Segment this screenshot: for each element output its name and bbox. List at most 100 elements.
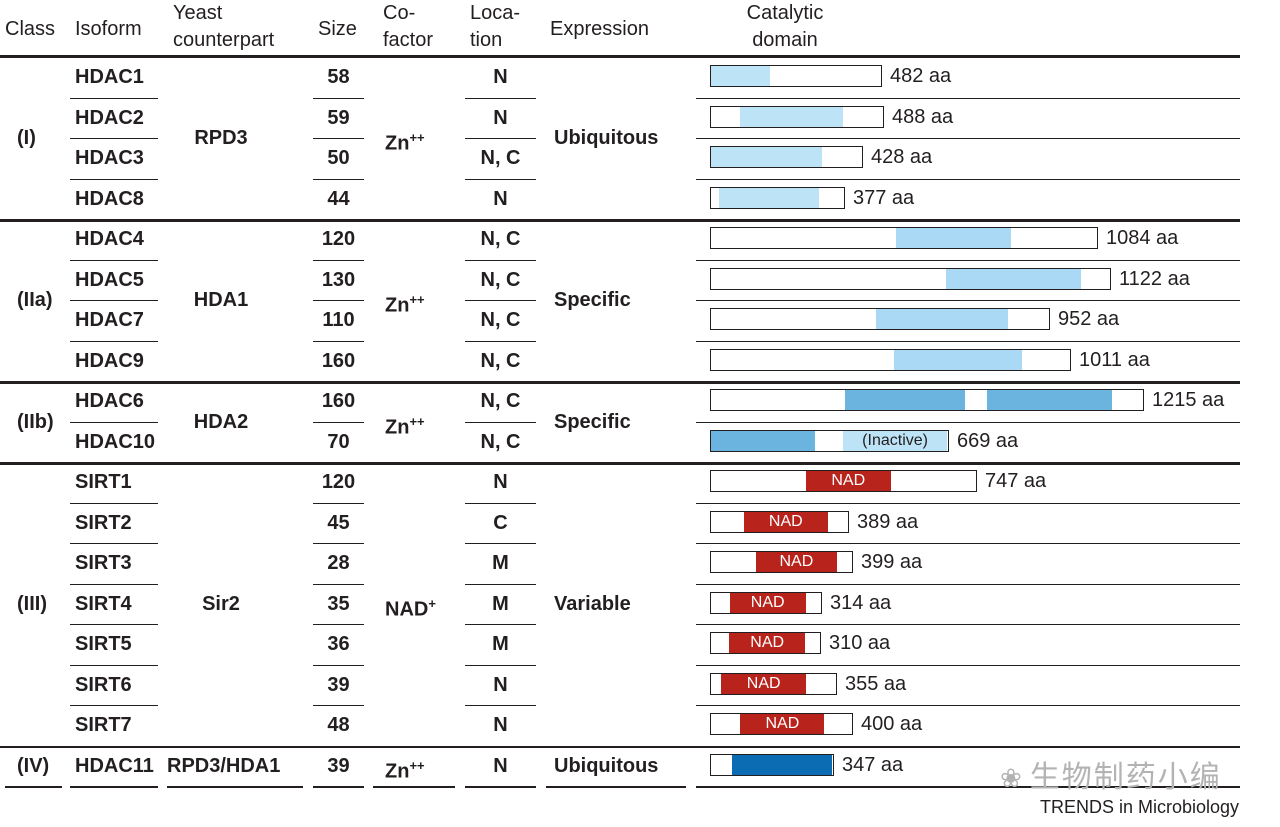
row-rule	[70, 340, 158, 342]
location-value: N, C	[480, 268, 521, 291]
row-rule	[696, 421, 1240, 423]
isoform-label: SIRT7	[75, 714, 132, 736]
row-rule	[313, 178, 364, 180]
expression-label: Specific	[554, 410, 631, 433]
row-rule	[696, 178, 1240, 180]
isoform-label: HDAC1	[75, 66, 144, 88]
row-rule	[696, 543, 1240, 544]
expression-label: Specific	[554, 289, 631, 311]
row-rule	[696, 664, 1240, 666]
size-value: 160	[321, 390, 356, 412]
catalytic-domain-segment	[945, 268, 1082, 289]
group-rule	[0, 219, 1240, 222]
row-rule	[70, 300, 158, 301]
length-label: 1084 aa	[1106, 227, 1179, 249]
catalytic-domain-segment	[986, 390, 1112, 410]
protein-bar	[710, 65, 882, 87]
row-rule	[465, 178, 536, 180]
row-rule	[70, 705, 158, 706]
location-value: N	[493, 187, 508, 210]
cofactor-label: Zn++	[385, 757, 425, 783]
row-rule	[70, 259, 158, 261]
protein-bar	[710, 186, 845, 209]
catalytic-domain-segment	[740, 106, 843, 127]
isoform-label: HDAC11	[75, 754, 154, 777]
size-value: 58	[327, 66, 350, 88]
length-label: 355 aa	[845, 672, 907, 695]
row-rule	[313, 705, 364, 706]
group-rule	[0, 745, 1240, 748]
nad-domain-segment: NAD	[740, 714, 825, 734]
protein-bar	[710, 105, 884, 128]
cofactor-label: Zn++	[385, 292, 425, 317]
size-value: 120	[321, 471, 356, 493]
isoform-label: HDAC5	[75, 268, 144, 291]
location-value: C	[493, 511, 508, 534]
isoform-label: SIRT3	[75, 552, 132, 574]
size-value: 48	[327, 714, 350, 736]
row-rule	[313, 583, 364, 585]
bottom-rule	[5, 786, 62, 788]
header-location: Loca- tion	[470, 2, 521, 51]
size-value: 160	[321, 349, 356, 372]
bottom-rule	[70, 786, 158, 788]
yeast-counterpart: RPD3/HDA1	[167, 754, 281, 777]
row-rule	[313, 543, 364, 544]
location-value: M	[492, 552, 509, 574]
isoform-label: SIRT5	[75, 633, 132, 655]
nad-domain-segment: NAD	[806, 471, 891, 491]
header-catalytic-domain: Catalytic domain	[746, 2, 824, 51]
protein-bar: (Inactive)	[710, 429, 949, 452]
location-value: N, C	[480, 147, 521, 169]
header-expression: Expression	[550, 18, 649, 40]
bottom-rule	[313, 786, 364, 788]
row-rule	[696, 705, 1240, 706]
size-value: 110	[322, 309, 355, 331]
protein-bar: NAD	[710, 591, 822, 614]
cofactor-charge: +	[428, 595, 436, 611]
length-label: 399 aa	[861, 551, 923, 573]
bottom-rule	[546, 786, 686, 788]
catalytic-domain-segment	[876, 309, 1008, 329]
catalytic-domain-segment	[844, 390, 966, 410]
row-rule	[465, 705, 536, 706]
class-label: (I)	[17, 127, 36, 149]
size-value: 59	[327, 106, 350, 129]
row-rule	[465, 300, 536, 301]
isoform-label: SIRT6	[75, 673, 132, 696]
row-rule	[70, 624, 158, 625]
row-rule	[70, 502, 158, 504]
location-value: N	[493, 714, 508, 736]
expression-label: Variable	[554, 592, 631, 615]
row-rule	[313, 138, 364, 139]
header-class: Class	[5, 18, 56, 40]
row-rule	[465, 97, 536, 99]
location-value: N	[493, 471, 508, 493]
isoform-label: HDAC9	[75, 349, 144, 372]
location-value: N	[493, 754, 508, 777]
row-rule	[696, 300, 1240, 301]
bottom-rule	[465, 786, 536, 788]
class-label: (III)	[17, 592, 47, 615]
header-rule	[0, 55, 1240, 58]
nad-domain-segment: NAD	[729, 592, 806, 613]
protein-bar	[710, 389, 1144, 411]
protein-bar	[710, 146, 863, 168]
isoform-label: SIRT2	[75, 511, 132, 534]
row-rule	[313, 300, 364, 301]
cofactor-label: Zn++	[385, 413, 425, 439]
catalytic-domain-segment	[893, 349, 1023, 370]
location-value: N	[493, 66, 508, 88]
protein-bar: NAD	[710, 551, 853, 573]
length-label: 747 aa	[985, 470, 1047, 492]
catalytic-domain-segment	[731, 754, 832, 775]
size-value: 45	[327, 511, 350, 534]
nad-domain-segment: NAD	[755, 552, 837, 572]
isoform-label: HDAC3	[75, 147, 144, 169]
cofactor-label: NAD+	[385, 595, 436, 621]
protein-bar	[710, 753, 834, 776]
location-value: M	[492, 633, 509, 655]
row-rule	[696, 138, 1240, 139]
nad-domain-segment: NAD	[720, 673, 807, 694]
cofactor-charge: ++	[409, 292, 425, 307]
